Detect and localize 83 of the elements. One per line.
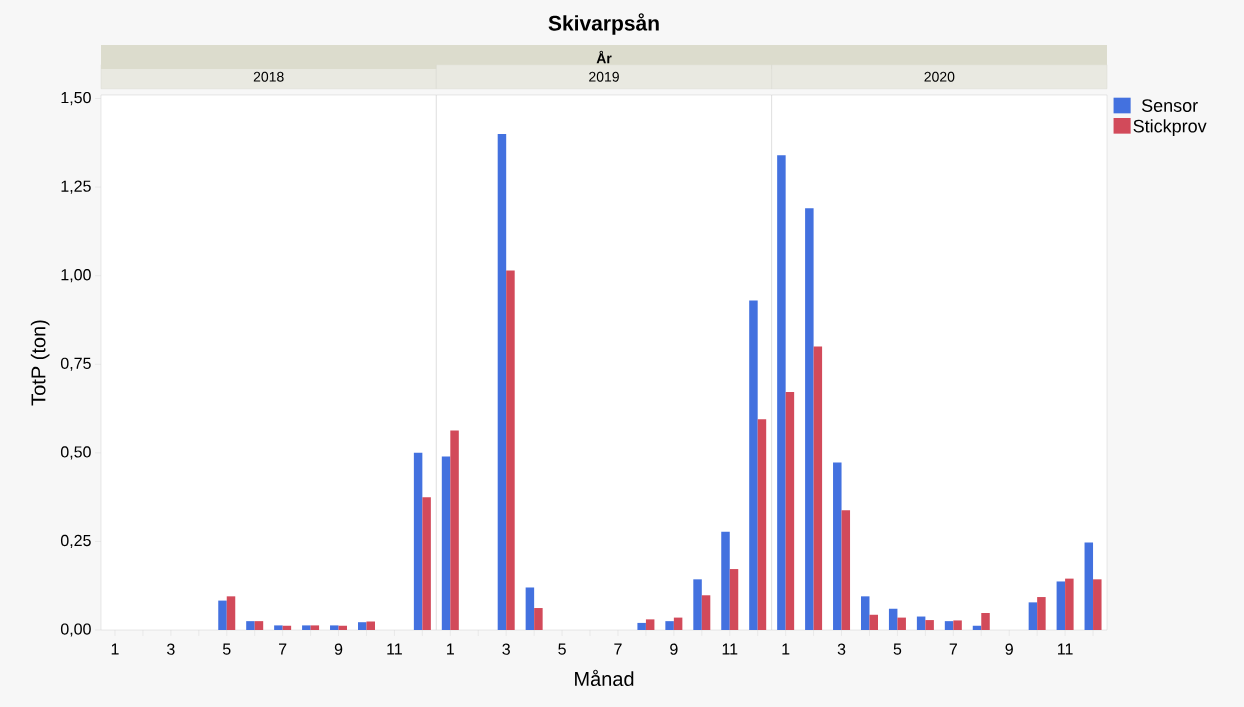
bar: [701, 595, 711, 630]
bar: [274, 625, 283, 630]
y-tick-label: 0,50: [60, 446, 91, 460]
bar: [953, 620, 962, 630]
bar: [357, 622, 367, 630]
x-tick-label: 9: [334, 643, 343, 655]
bar: [729, 569, 739, 630]
chart-title: 2019: [589, 71, 619, 82]
text: Skivarpsån: [548, 13, 659, 35]
chart-title: 2020: [924, 71, 955, 82]
bar: [841, 510, 851, 630]
bar: [226, 596, 236, 630]
text: År: [596, 50, 612, 64]
x-tick-label: 1: [111, 643, 119, 655]
bar: [888, 608, 898, 630]
x-tick-label: 11: [722, 643, 738, 655]
bar: [1028, 602, 1038, 630]
bar: [218, 600, 227, 630]
x-tick-label: 3: [167, 643, 175, 655]
bar: [525, 587, 535, 630]
bar: [916, 616, 926, 630]
x-tick-label: 11: [387, 643, 402, 655]
legend-label: Stickprov: [1133, 119, 1207, 137]
y-tick-label: 1,25: [61, 180, 91, 194]
y-tick-label: 0,00: [60, 623, 91, 637]
bar: [1065, 578, 1074, 630]
x-tick-label: 3: [837, 643, 846, 655]
y-tick-label: 0,75: [60, 357, 91, 371]
bar: [813, 346, 823, 630]
bar: [534, 608, 543, 630]
bar: [366, 621, 375, 630]
bar: [422, 497, 431, 630]
x-tick-label: 7: [949, 643, 957, 655]
bar: [1056, 581, 1066, 630]
bar: [833, 462, 842, 630]
bar: [1084, 542, 1094, 630]
bar: [749, 300, 758, 630]
x-tick-label: 5: [222, 643, 231, 655]
x-tick-label: 9: [670, 643, 678, 655]
x-tick-label: 3: [502, 643, 510, 655]
bar: [637, 622, 646, 630]
bar: [673, 617, 683, 630]
y-axis-title: TotP (ton): [30, 320, 50, 406]
x-tick-label: 5: [893, 643, 902, 655]
bar: [1093, 579, 1102, 630]
bar: [785, 391, 795, 630]
bar: [497, 133, 507, 630]
bar: [1037, 597, 1046, 630]
x-tick-label: 1: [447, 643, 454, 655]
x-tick-label: 11: [1058, 643, 1073, 655]
y-tick-label: 1,00: [61, 269, 91, 283]
bar: [925, 620, 934, 630]
x-axis-title: Månad: [575, 669, 634, 687]
bar: [310, 625, 320, 630]
bar: [506, 270, 515, 630]
bar: [330, 625, 339, 630]
bar: [665, 621, 674, 630]
bar: [693, 579, 702, 630]
bar: [645, 619, 655, 630]
x-tick-label: 7: [614, 643, 622, 655]
x-tick-label: 9: [1005, 643, 1013, 655]
bar: [757, 419, 767, 630]
x-tick-label: 1: [782, 643, 790, 655]
y-tick-label: 0,25: [60, 534, 91, 549]
bar: [897, 617, 906, 630]
bar: [302, 625, 311, 630]
x-tick-label: 7: [279, 643, 287, 655]
chart-title: 2018: [253, 71, 284, 82]
bar: [944, 621, 954, 630]
bar: [721, 531, 730, 630]
y-tick-label: 1,50: [61, 91, 91, 106]
bar: [254, 621, 264, 630]
bar: [981, 612, 990, 630]
bar: [869, 614, 878, 630]
legend-label: Sensor: [1141, 99, 1198, 112]
bar: [450, 430, 459, 630]
bar: [777, 155, 786, 630]
x-tick-label: 5: [558, 643, 566, 655]
bar: [805, 208, 814, 630]
bar: [413, 452, 423, 630]
bar: [441, 456, 451, 630]
bar: [860, 596, 870, 630]
bar: [246, 621, 255, 630]
